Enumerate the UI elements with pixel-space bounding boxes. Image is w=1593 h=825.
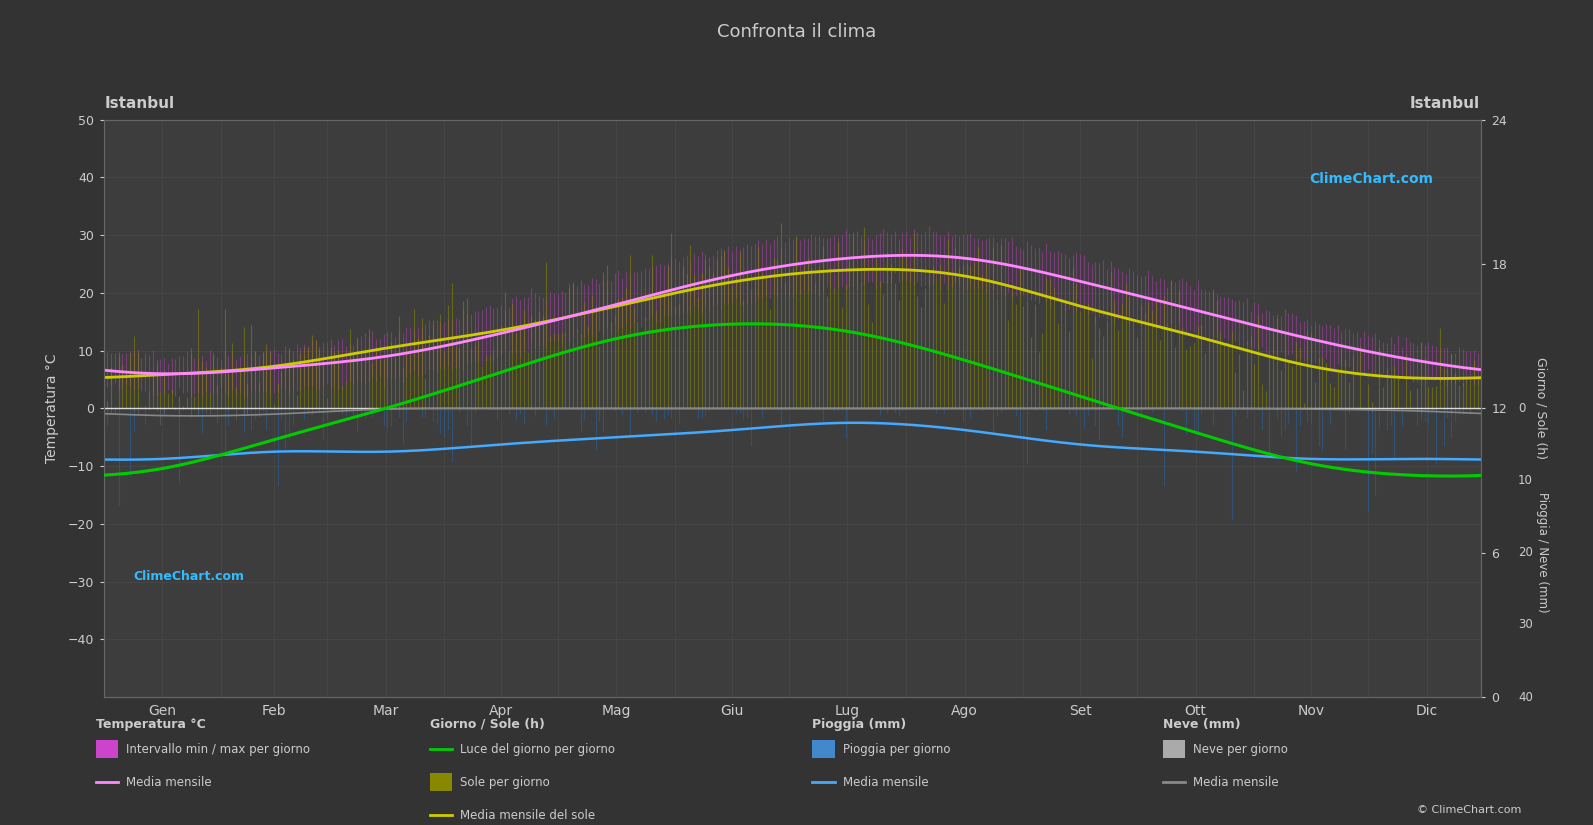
Text: 40: 40 <box>1518 691 1532 704</box>
Text: Istanbul: Istanbul <box>1410 96 1480 111</box>
Text: Media mensile: Media mensile <box>843 776 929 789</box>
Text: ClimeChart.com: ClimeChart.com <box>134 570 245 583</box>
Text: Sole per giorno: Sole per giorno <box>460 776 550 789</box>
Text: Confronta il clima: Confronta il clima <box>717 23 876 41</box>
Text: © ClimeChart.com: © ClimeChart.com <box>1416 805 1521 815</box>
Text: Giorno / Sole (h): Giorno / Sole (h) <box>430 718 545 731</box>
Text: Intervallo min / max per giorno: Intervallo min / max per giorno <box>126 742 311 756</box>
Text: 0: 0 <box>1518 402 1526 415</box>
Text: Media mensile: Media mensile <box>1193 776 1279 789</box>
Text: Pioggia (mm): Pioggia (mm) <box>812 718 906 731</box>
Text: Media mensile: Media mensile <box>126 776 212 789</box>
Text: 20: 20 <box>1518 546 1532 559</box>
Text: 30: 30 <box>1518 619 1532 631</box>
Y-axis label: Giorno / Sole (h): Giorno / Sole (h) <box>1536 357 1548 460</box>
Text: 10: 10 <box>1518 474 1532 487</box>
Text: Pioggia / Neve (mm): Pioggia / Neve (mm) <box>1536 493 1548 613</box>
Y-axis label: Temperatura °C: Temperatura °C <box>45 354 59 463</box>
Text: Neve (mm): Neve (mm) <box>1163 718 1241 731</box>
Text: Luce del giorno per giorno: Luce del giorno per giorno <box>460 742 615 756</box>
Text: Temperatura °C: Temperatura °C <box>96 718 205 731</box>
Text: Pioggia per giorno: Pioggia per giorno <box>843 742 949 756</box>
Text: Media mensile del sole: Media mensile del sole <box>460 808 596 822</box>
Text: Neve per giorno: Neve per giorno <box>1193 742 1289 756</box>
Text: ClimeChart.com: ClimeChart.com <box>1309 172 1434 186</box>
Text: Istanbul: Istanbul <box>105 96 175 111</box>
